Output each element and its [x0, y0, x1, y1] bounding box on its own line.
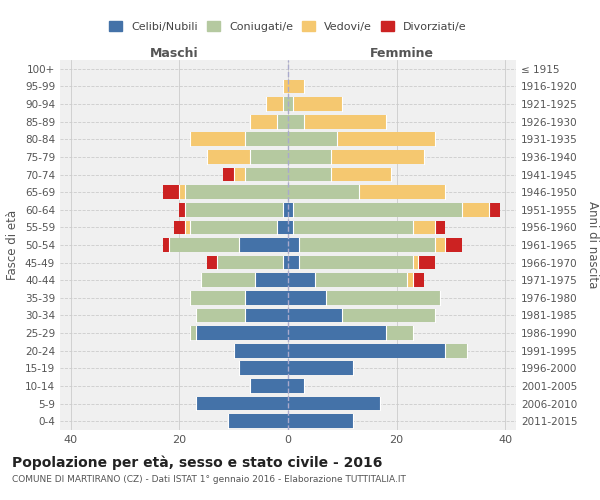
- Bar: [245, 308, 288, 322]
- Bar: [223, 168, 234, 181]
- Bar: [288, 344, 445, 358]
- Bar: [206, 256, 217, 270]
- Bar: [288, 291, 326, 304]
- Bar: [245, 132, 288, 146]
- Bar: [288, 414, 353, 428]
- Bar: [179, 203, 185, 216]
- Bar: [288, 168, 331, 181]
- Y-axis label: Anni di nascita: Anni di nascita: [586, 202, 599, 288]
- Bar: [288, 186, 359, 199]
- Bar: [190, 291, 245, 304]
- Bar: [342, 308, 434, 322]
- Bar: [288, 238, 299, 252]
- Bar: [386, 326, 413, 340]
- Bar: [293, 220, 413, 234]
- Bar: [288, 326, 386, 340]
- Bar: [288, 256, 299, 270]
- Bar: [283, 256, 288, 270]
- Bar: [288, 220, 293, 234]
- Bar: [331, 150, 424, 164]
- Bar: [266, 97, 283, 111]
- Bar: [315, 274, 407, 287]
- Bar: [185, 220, 190, 234]
- Bar: [174, 220, 185, 234]
- Bar: [434, 220, 445, 234]
- Bar: [489, 203, 500, 216]
- Bar: [228, 414, 288, 428]
- Bar: [190, 220, 277, 234]
- Bar: [234, 168, 245, 181]
- Bar: [288, 150, 331, 164]
- Bar: [196, 326, 288, 340]
- Bar: [293, 203, 462, 216]
- Bar: [288, 115, 304, 128]
- Bar: [331, 168, 391, 181]
- Bar: [163, 186, 179, 199]
- Bar: [326, 291, 440, 304]
- Bar: [206, 150, 250, 164]
- Bar: [283, 80, 288, 94]
- Text: Popolazione per età, sesso e stato civile - 2016: Popolazione per età, sesso e stato civil…: [12, 456, 382, 470]
- Bar: [288, 379, 304, 393]
- Bar: [445, 344, 467, 358]
- Bar: [413, 274, 424, 287]
- Bar: [217, 256, 283, 270]
- Bar: [250, 150, 288, 164]
- Legend: Celibi/Nubili, Coniugati/e, Vedovi/e, Divorziati/e: Celibi/Nubili, Coniugati/e, Vedovi/e, Di…: [106, 18, 470, 35]
- Bar: [304, 115, 386, 128]
- Bar: [185, 186, 288, 199]
- Bar: [190, 326, 196, 340]
- Bar: [288, 362, 353, 375]
- Bar: [201, 274, 256, 287]
- Bar: [234, 344, 288, 358]
- Bar: [196, 396, 288, 410]
- Y-axis label: Fasce di età: Fasce di età: [7, 210, 19, 280]
- Bar: [359, 186, 445, 199]
- Bar: [190, 132, 245, 146]
- Bar: [250, 379, 288, 393]
- Bar: [445, 238, 462, 252]
- Bar: [434, 238, 445, 252]
- Bar: [169, 238, 239, 252]
- Bar: [299, 238, 434, 252]
- Bar: [185, 203, 283, 216]
- Bar: [283, 97, 288, 111]
- Bar: [462, 203, 489, 216]
- Bar: [288, 80, 304, 94]
- Bar: [179, 186, 185, 199]
- Bar: [418, 256, 434, 270]
- Bar: [245, 168, 288, 181]
- Bar: [239, 238, 288, 252]
- Text: Femmine: Femmine: [370, 47, 434, 60]
- Bar: [196, 308, 245, 322]
- Bar: [283, 203, 288, 216]
- Bar: [288, 97, 293, 111]
- Bar: [413, 220, 434, 234]
- Bar: [239, 362, 288, 375]
- Text: COMUNE DI MARTIRANO (CZ) - Dati ISTAT 1° gennaio 2016 - Elaborazione TUTTITALIA.: COMUNE DI MARTIRANO (CZ) - Dati ISTAT 1°…: [12, 475, 406, 484]
- Bar: [163, 238, 169, 252]
- Bar: [256, 274, 288, 287]
- Bar: [293, 97, 342, 111]
- Bar: [299, 256, 413, 270]
- Bar: [413, 256, 418, 270]
- Bar: [250, 115, 277, 128]
- Text: Maschi: Maschi: [149, 47, 199, 60]
- Bar: [277, 115, 288, 128]
- Bar: [407, 274, 413, 287]
- Bar: [245, 291, 288, 304]
- Bar: [337, 132, 434, 146]
- Bar: [288, 203, 293, 216]
- Bar: [288, 396, 380, 410]
- Bar: [288, 308, 342, 322]
- Bar: [288, 132, 337, 146]
- Bar: [288, 274, 315, 287]
- Bar: [277, 220, 288, 234]
